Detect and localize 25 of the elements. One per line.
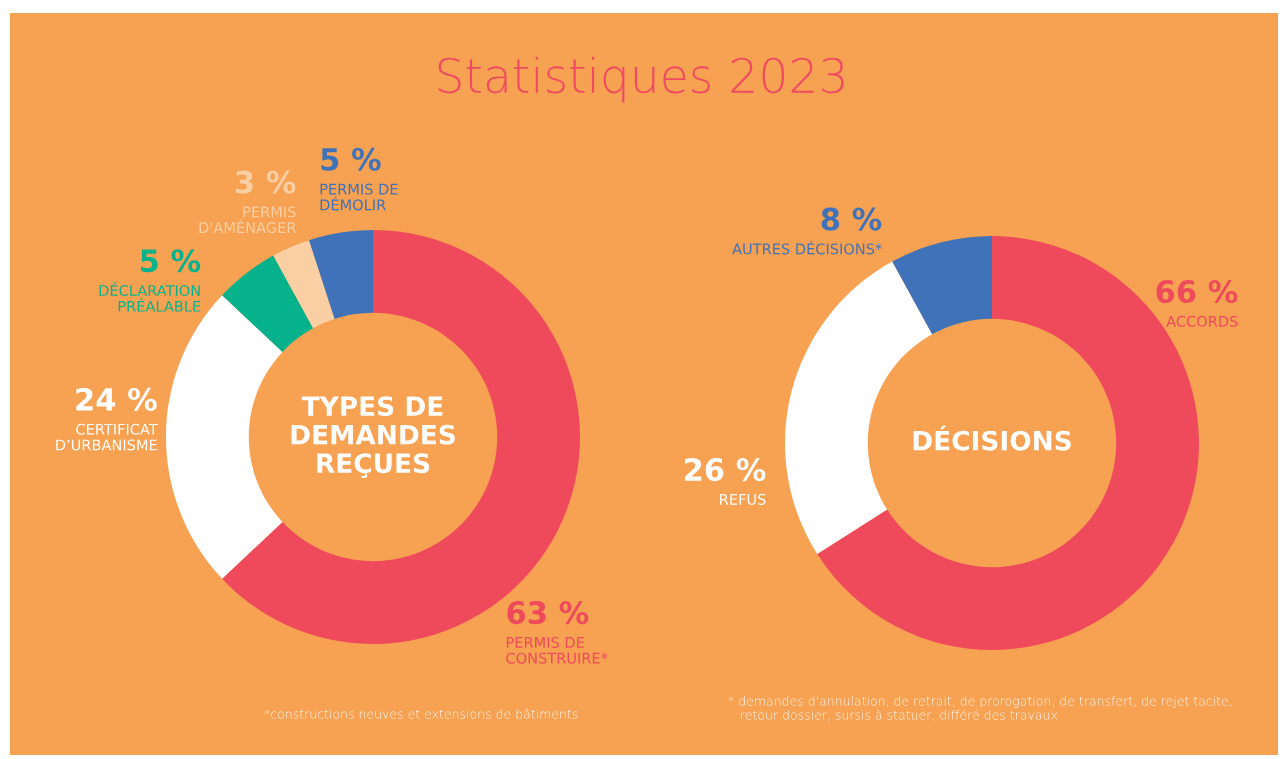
slice-label: AUTRES DÉCISIONS* [732,240,882,255]
slice-label: DÉCLARATION PRÉALABLE [99,282,201,312]
data-label: 66 % [1156,280,1238,304]
donut-slice [222,255,314,352]
slice-label: PERMIS DE CONSTRUIRE* [506,636,608,664]
data-label: 5 % [321,147,381,171]
slice-label: CERTIFICAT D’URBANISME [56,423,158,451]
text: *constructions neuves et extensions de bâtiments [264,708,578,719]
text: DÉCISIONS [913,425,1071,451]
slice-label: PERMIS DE DÉMOLIR [320,183,398,211]
data-label: 3 % [235,170,296,194]
donut-slice [273,240,335,329]
text: TYPES DE DEMANDES REÇUES [291,396,455,478]
data-label: 26 % [685,458,766,482]
slice-label: PERMIS D'AMÉNAGER [199,206,296,234]
data-label: 8 % [821,207,882,231]
text: * demandes d'annulation, de retrait, de prorogation, de transfert, de rejet tacite, retour dossier, sursis à statuer, différé des travaux [728,695,1232,721]
data-label: 63 % [507,601,589,625]
text: Statistiques 2023 [438,56,844,103]
donut-slice [309,230,373,319]
slice-label: REFUS [720,493,766,505]
donut-slice [892,236,992,335]
data-label: 5 % [141,249,201,273]
slice-label: ACCORDS [1166,315,1238,327]
data-label: 24 % [76,387,157,411]
